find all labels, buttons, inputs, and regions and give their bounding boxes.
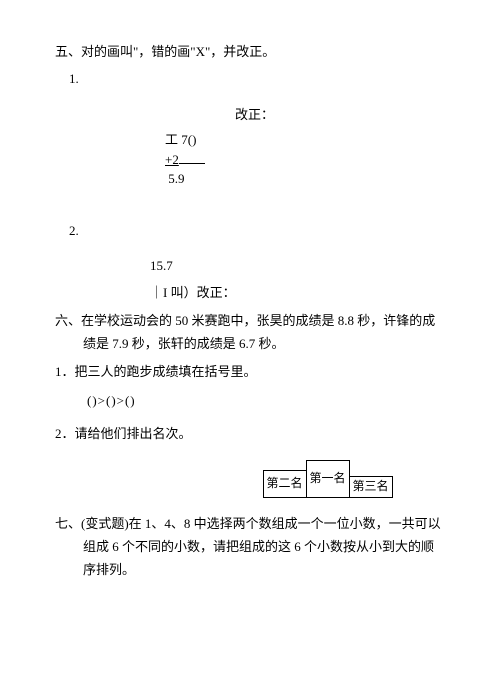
math-row1: 工 7() (165, 130, 205, 150)
section6-q1-blanks: ()>()>() (55, 389, 445, 412)
podium-rank3: 第三名 (349, 476, 393, 498)
math-row2: +2 (165, 150, 205, 170)
section6-heading: 六、在学校运动会的 50 米赛跑中，张昊的成绩是 8.8 秒，许锋的成绩是 7.… (55, 309, 445, 356)
section5-item2-num: 2. (55, 219, 445, 242)
section5-item1-num: 1. (55, 67, 445, 90)
podium-rank2: 第二名 (263, 470, 307, 498)
podium: 第二名 第一名 第三名 (210, 456, 445, 498)
math-row3: 5.9 (165, 169, 205, 189)
section7-heading: 七、(变式题)在 1、4、8 中选择两个数组成一个一位小数，一共可以组成 6 个… (55, 512, 445, 582)
math-problem-2-row2: ｜I 叫）改正： (55, 281, 445, 304)
section6-q1-label: 1．把三人的跑步成绩填在括号里。 (55, 360, 445, 383)
podium-rank1: 第一名 (306, 460, 350, 498)
correction-label-1: 改正： (55, 103, 445, 126)
math-problem-2-row1: 15.7 (55, 254, 445, 277)
section5-heading: 五、对的画叫"，错的画"X"，并改正。 (55, 40, 445, 63)
section6-q2-label: 2．请给他们排出名次。 (55, 422, 445, 445)
math-problem-1: 工 7() +2 5.9 (165, 130, 205, 189)
